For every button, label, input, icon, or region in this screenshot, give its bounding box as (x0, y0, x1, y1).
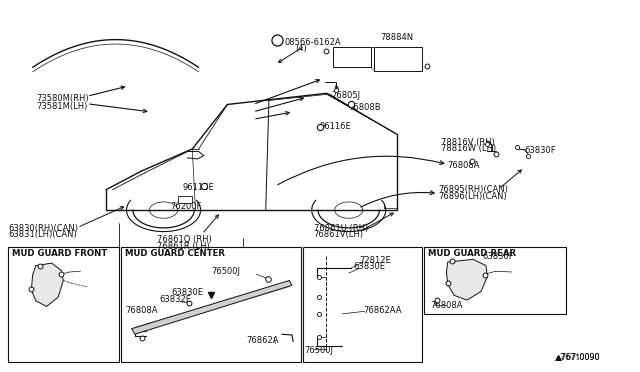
Text: 76808A: 76808A (125, 306, 157, 315)
Text: 76861R (LH): 76861R (LH) (157, 241, 210, 250)
FancyBboxPatch shape (374, 47, 422, 71)
Text: S: S (275, 36, 280, 45)
Text: 78816V (RH): 78816V (RH) (442, 138, 495, 147)
Text: 63830F: 63830F (483, 252, 515, 261)
FancyBboxPatch shape (333, 47, 371, 67)
Text: 76896(LH)(CAN): 76896(LH)(CAN) (438, 192, 507, 201)
Polygon shape (447, 259, 487, 300)
Text: 78816W (LH): 78816W (LH) (442, 144, 497, 153)
Text: 96116E: 96116E (182, 183, 214, 192)
Text: 76895(RH)(CAN): 76895(RH)(CAN) (438, 185, 508, 194)
Text: 76808A: 76808A (431, 301, 463, 310)
Text: 76861Q (RH): 76861Q (RH) (157, 235, 212, 244)
FancyBboxPatch shape (8, 247, 119, 362)
Text: 63830E: 63830E (354, 262, 386, 271)
Polygon shape (132, 280, 292, 334)
Text: 76500J: 76500J (211, 267, 241, 276)
Text: 72812E: 72812E (360, 256, 391, 264)
Text: 73580M(RH): 73580M(RH) (36, 94, 88, 103)
Text: 63830(RH)(CAN): 63830(RH)(CAN) (8, 224, 78, 233)
Text: 63831(LH)(CAN): 63831(LH)(CAN) (8, 230, 77, 240)
Text: 73581M(LH): 73581M(LH) (36, 102, 87, 111)
Text: 76808A: 76808A (448, 161, 480, 170)
Text: (4): (4) (296, 44, 307, 53)
Text: 96116E: 96116E (320, 122, 352, 131)
Text: 76862AA: 76862AA (364, 306, 402, 315)
FancyBboxPatch shape (424, 247, 566, 314)
Text: MUD GUARD FRONT: MUD GUARD FRONT (12, 249, 108, 258)
Text: 78884N: 78884N (381, 33, 414, 42)
FancyBboxPatch shape (121, 247, 301, 362)
Text: ▲767ₐ0090: ▲767ₐ0090 (556, 352, 601, 361)
Text: MUD GUARD CENTER: MUD GUARD CENTER (125, 249, 225, 258)
FancyBboxPatch shape (303, 247, 422, 362)
Text: 63832E: 63832E (159, 295, 191, 304)
Text: 63830F: 63830F (524, 146, 556, 155)
Text: 76500J: 76500J (305, 346, 333, 355)
Text: 76861U (RH): 76861U (RH) (314, 224, 368, 233)
Text: 76805J: 76805J (332, 91, 360, 100)
Text: MUD GUARD REAR: MUD GUARD REAR (428, 249, 516, 258)
Text: 63830E: 63830E (172, 288, 204, 297)
FancyBboxPatch shape (178, 196, 192, 203)
Text: 76200F: 76200F (170, 202, 202, 211)
Text: 76862A: 76862A (246, 336, 279, 345)
Text: 08566-6162A: 08566-6162A (285, 38, 342, 47)
Polygon shape (31, 263, 63, 307)
Text: ▲767*0090: ▲767*0090 (555, 352, 600, 361)
Text: 76861V(LH): 76861V(LH) (314, 230, 364, 240)
Text: 76808B: 76808B (349, 103, 381, 112)
